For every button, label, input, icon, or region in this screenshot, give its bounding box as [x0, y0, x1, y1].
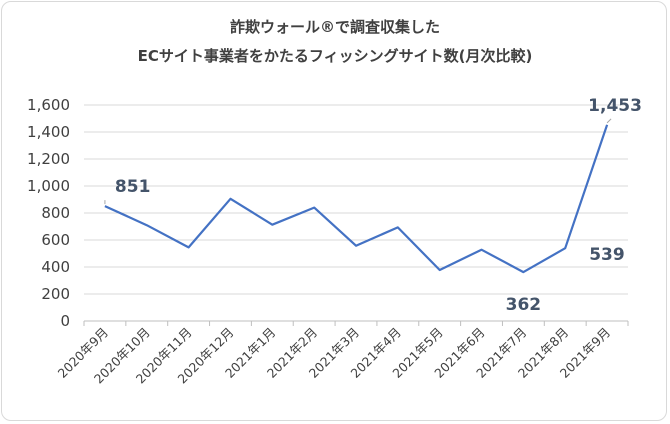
data-label: 362 [506, 295, 542, 315]
chart-title-line-2: ECサイト事業者をかたるフィッシングサイト数(月次比較) [137, 47, 533, 65]
data-label: 851 [115, 177, 151, 197]
y-tick-label: 1,200 [27, 150, 70, 168]
data-label-leader [606, 118, 612, 124]
data-label: 1,453 [588, 96, 642, 116]
y-tick-label: 1,400 [27, 123, 70, 141]
chart-title-line-1: 詐欺ウォール®で調査収集した [229, 18, 440, 36]
y-tick-label: 1,600 [27, 96, 70, 114]
y-tick-label: 400 [41, 258, 70, 276]
y-tick-label: 600 [41, 231, 70, 249]
y-tick-label: 1,000 [27, 177, 70, 195]
y-tick-label: 0 [60, 312, 70, 330]
series-line [104, 124, 609, 274]
y-tick-label: 800 [41, 204, 70, 222]
data-label: 539 [589, 245, 625, 265]
y-tick-label: 200 [41, 285, 70, 303]
